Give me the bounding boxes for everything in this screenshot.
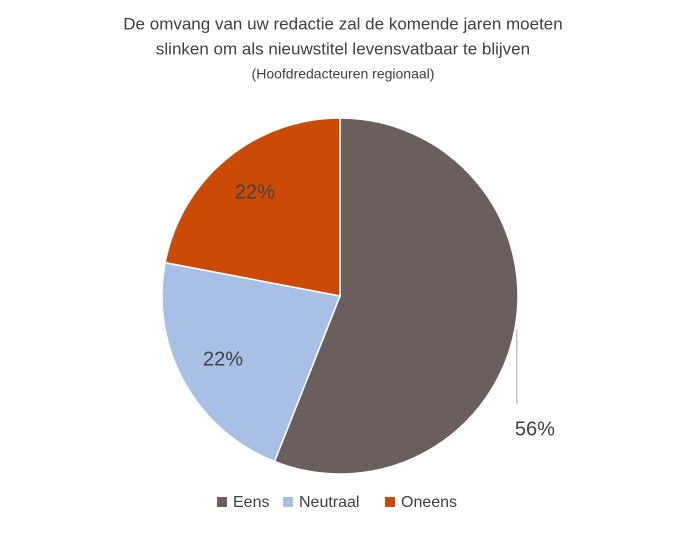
data-label: 22% xyxy=(235,181,275,203)
chart-title: De omvang van uw redactie zal de komende… xyxy=(123,14,562,33)
legend-label: Oneens xyxy=(401,494,457,511)
pie-slice xyxy=(161,261,342,463)
pie-slice xyxy=(164,117,341,297)
data-label: 56% xyxy=(515,419,555,441)
legend-label: Eens xyxy=(233,494,269,511)
chart-title: slinken om als nieuwstitel levensvatbaar… xyxy=(156,39,530,58)
legend-swatch xyxy=(283,497,293,507)
legend-swatch xyxy=(217,497,227,507)
chart-subtitle: (Hoofdredacteuren regionaal) xyxy=(252,66,435,82)
legend-swatch xyxy=(385,497,395,507)
legend-label: Neutraal xyxy=(299,494,359,511)
data-label: 22% xyxy=(203,349,243,371)
pie-slice xyxy=(273,117,519,475)
